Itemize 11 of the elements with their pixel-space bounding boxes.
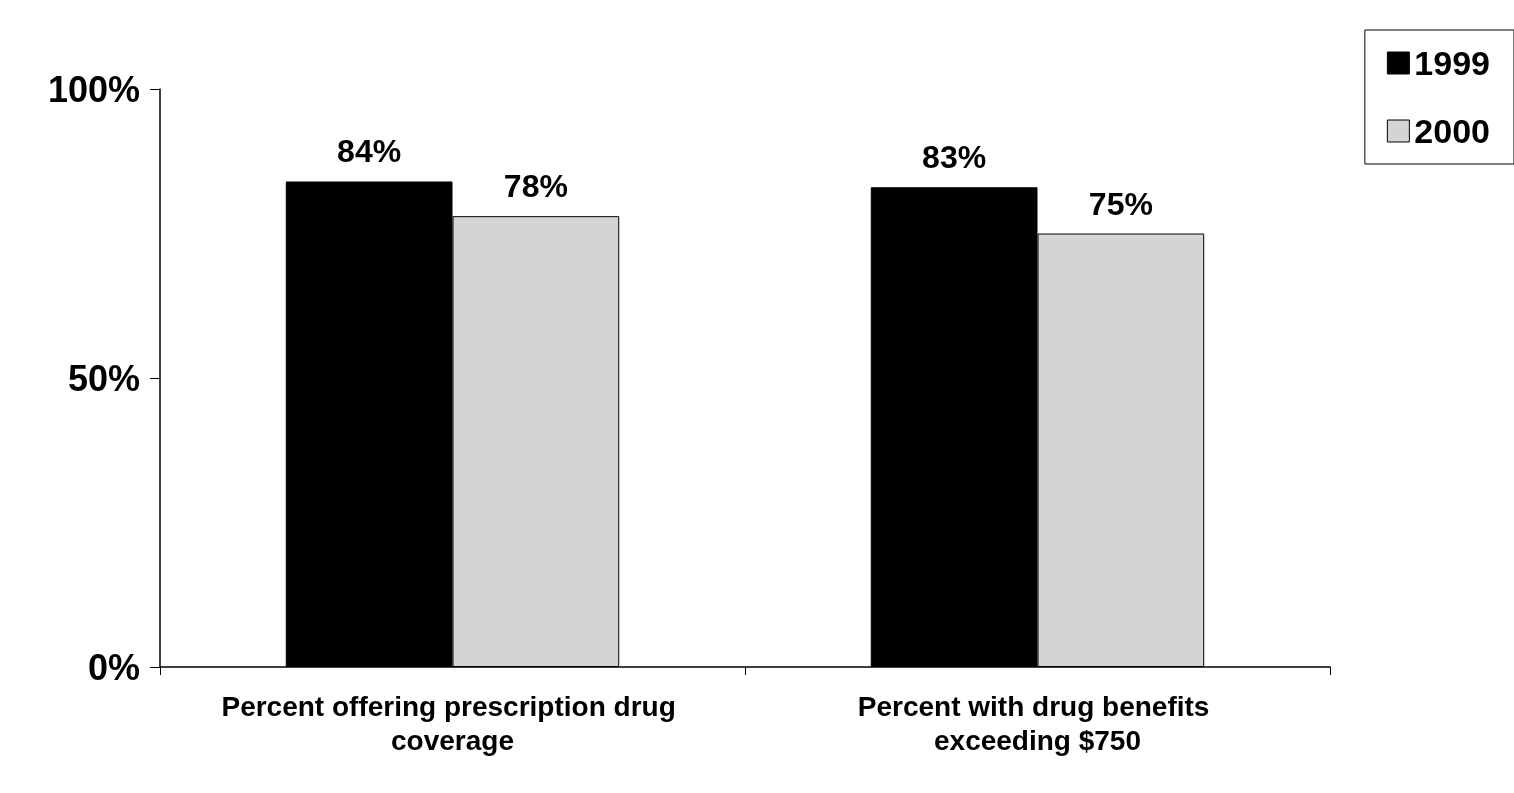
data-label: 75% xyxy=(1088,185,1153,222)
data-label: 84% xyxy=(337,133,402,170)
legend-label: 2000 xyxy=(1414,112,1490,150)
x-tick-label: Percent offering prescription drug coverage xyxy=(221,690,684,756)
legend-label: 1999 xyxy=(1414,44,1490,82)
y-tick-label: 50% xyxy=(67,357,140,399)
y-tick-label: 0% xyxy=(87,646,140,688)
y-tick-label: 100% xyxy=(47,68,140,110)
x-tick-label: Percent with drug benefits exceeding $750 xyxy=(857,690,1218,756)
data-label: 83% xyxy=(922,139,987,176)
data-label: 78% xyxy=(503,168,568,205)
